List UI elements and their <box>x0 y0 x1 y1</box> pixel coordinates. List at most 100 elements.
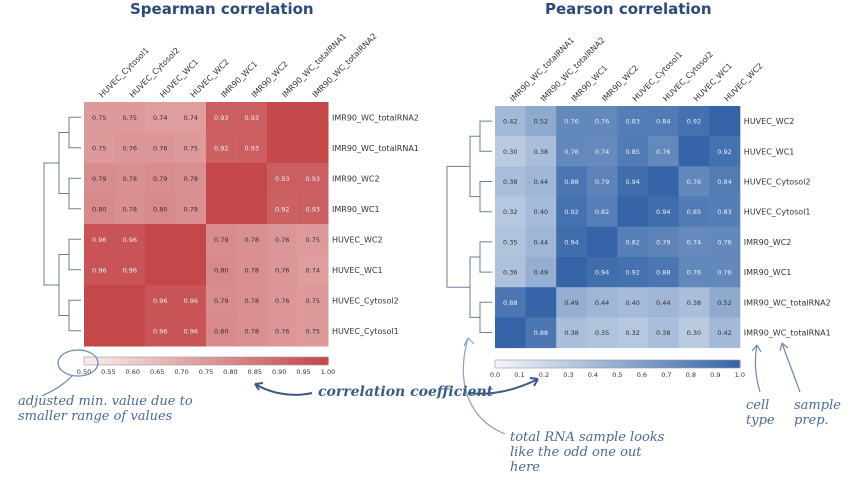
cell-type-arrow <box>754 344 761 393</box>
cell-value-label: 0.76 <box>564 118 578 126</box>
cell-value-label: 0.94 <box>625 178 639 186</box>
cell-value-label: 0.44 <box>534 178 548 186</box>
cell-value-label: 0.78 <box>245 297 259 305</box>
heatmap-cell <box>84 285 115 316</box>
row-label: HUVEC_Cytosol1 <box>744 208 811 217</box>
colorbar-tick-label: 1.0 <box>735 371 745 379</box>
heatmap-cell <box>709 106 741 137</box>
cell-value-label: 0.88 <box>656 269 670 277</box>
heatmap-cell <box>114 315 146 347</box>
heatmap-cell <box>678 106 710 137</box>
cell-value-label: 0.93 <box>306 205 320 213</box>
cell-value-label: 0.82 <box>595 208 609 216</box>
total-rna-note: total RNA sample looks like the odd one … <box>510 430 665 475</box>
cell-value-label: 0.82 <box>625 238 639 246</box>
heatmap-cell <box>556 226 588 258</box>
cell-value-label: 0.92 <box>275 205 289 213</box>
heatmap-cell <box>556 287 588 318</box>
cell-value-label: 0.96 <box>153 327 167 335</box>
cell-value-label: 0.76 <box>717 269 731 277</box>
sample-prep-arrow <box>781 342 801 393</box>
colorbar-tick-label: 0.0 <box>490 371 500 379</box>
heatmap-cell <box>525 287 557 318</box>
cell-value-label: 0.38 <box>687 299 701 307</box>
colorbar-tick-label: 0.5 <box>612 371 622 379</box>
cell-value-label: 0.76 <box>153 144 167 152</box>
heatmap-cell <box>267 224 298 255</box>
colorbar-tick-label: 0.6 <box>637 371 647 379</box>
row-label: HUVEC_WC1 <box>332 266 383 275</box>
sample-prep-note: sample prep. <box>794 398 841 428</box>
cell-value-label: 0.92 <box>564 208 578 216</box>
heatmap-cell <box>114 102 146 133</box>
cell-value-label: 0.76 <box>123 144 137 152</box>
cell-value-label: 0.93 <box>306 175 320 183</box>
cell-value-label: 0.93 <box>214 114 228 122</box>
cell-value-label: 0.93 <box>245 144 259 152</box>
heatmap-cell <box>145 102 176 133</box>
heatmap-cell <box>84 224 115 255</box>
heatmap-cell <box>709 166 741 198</box>
cell-value-label: 0.84 <box>717 178 731 186</box>
row-label: HUVEC_WC1 <box>744 147 795 156</box>
column-label: HUVEC_Cytosol1 <box>97 46 151 100</box>
cell-value-label: 0.93 <box>245 114 259 122</box>
colorbar-tick-label: 0.1 <box>514 371 524 379</box>
heatmap-cell <box>206 315 237 347</box>
heatmap-cell <box>175 102 207 133</box>
column-label: HUVEC_Cytosol1 <box>631 50 685 104</box>
heatmap-cell <box>145 285 176 316</box>
heatmap-cell <box>525 317 557 349</box>
cell-value-label: 0.78 <box>184 205 198 213</box>
heatmap-cell <box>678 257 710 288</box>
heatmap-cell <box>648 196 680 228</box>
cell-value-label: 0.38 <box>534 148 548 156</box>
heatmap-cell <box>236 224 268 255</box>
heatmap-cell <box>617 317 649 349</box>
cell-value-label: 0.79 <box>595 178 609 186</box>
annotation-arrows <box>41 337 801 435</box>
heatmap-cell <box>84 315 115 347</box>
heatmap-cell <box>709 226 741 258</box>
cell-value-label: 0.75 <box>306 327 320 335</box>
heatmap-cell <box>114 285 146 316</box>
cell-value-label: 0.78 <box>245 266 259 274</box>
cell-value-label: 0.75 <box>306 236 320 244</box>
heatmap-cell <box>495 136 527 167</box>
heatmap-cell <box>648 226 680 258</box>
cell-value-label: 0.74 <box>153 114 167 122</box>
cell-value-label: 0.74 <box>687 238 701 246</box>
cell-value-label: 0.93 <box>275 175 289 183</box>
cell-value-label: 0.74 <box>595 148 609 156</box>
colorbar-tick-label: 0.90 <box>272 368 286 376</box>
cell-value-label: 0.79 <box>92 175 106 183</box>
colorbar-tick-label: 1.00 <box>321 368 335 376</box>
heatmap-cell <box>556 166 588 198</box>
cell-value-label: 0.42 <box>717 329 731 337</box>
heatmap-cell <box>267 254 298 286</box>
heatmap-cell <box>297 102 329 133</box>
colorbar-tick-label: 0.75 <box>199 368 213 376</box>
cell-value-label: 0.96 <box>92 236 106 244</box>
heatmap-cell <box>175 315 207 347</box>
cell-value-label: 0.44 <box>534 238 548 246</box>
heatmap-cell <box>84 132 115 164</box>
heatmap-cell <box>236 163 268 194</box>
pearson-title: Pearson correlation <box>545 0 712 18</box>
heatmap-cell <box>84 193 115 225</box>
cell-value-label: 0.78 <box>245 236 259 244</box>
heatmap-cell <box>525 166 557 198</box>
heatmap-cell <box>678 196 710 228</box>
cell-value-label: 0.76 <box>656 148 670 156</box>
heatmap-cell <box>206 163 237 194</box>
cell-value-label: 0.92 <box>717 148 731 156</box>
cell-value-label: 0.96 <box>92 266 106 274</box>
heatmap-cell <box>648 317 680 349</box>
row-label: IMR90_WC1 <box>744 268 792 277</box>
cell-value-label: 0.52 <box>717 299 731 307</box>
cell-value-label: 0.38 <box>564 329 578 337</box>
cell-value-label: 0.35 <box>595 329 609 337</box>
heatmap-cell <box>648 287 680 318</box>
colorbar-tick-label: 0.85 <box>248 368 262 376</box>
min-value-arrow <box>41 375 73 397</box>
